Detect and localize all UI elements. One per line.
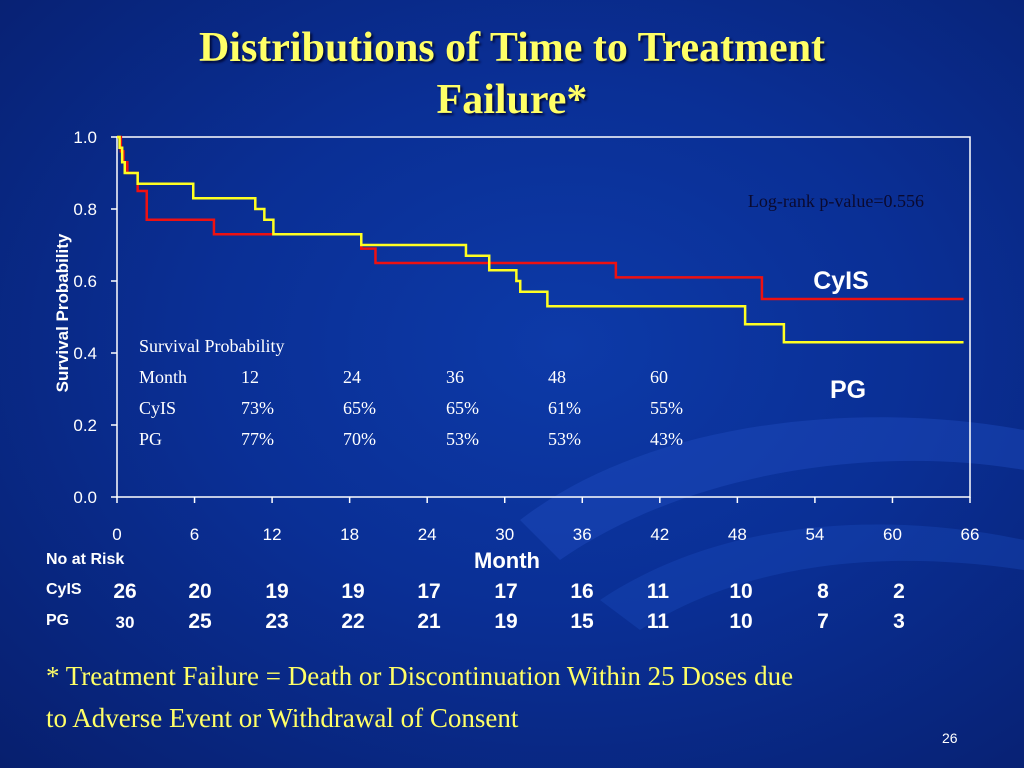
risk-count-cyis: 11 bbox=[646, 580, 670, 603]
risk-row-label-pg: PG bbox=[46, 612, 70, 629]
risk-count-cyis: 10 bbox=[729, 580, 753, 603]
inset-table-cell: 65% bbox=[343, 398, 376, 418]
series-line-pg bbox=[117, 135, 964, 344]
log-rank-annotation: Log-rank p-value=0.556 bbox=[748, 191, 924, 211]
inset-table-cell: Month bbox=[139, 367, 187, 387]
inset-table-cell: 60 bbox=[650, 367, 668, 387]
inset-table-cell: 53% bbox=[446, 429, 479, 449]
inset-table-cell: 48 bbox=[548, 367, 566, 387]
no-at-risk-label: No at Risk bbox=[46, 551, 125, 568]
y-tick-label: 0.6 bbox=[73, 272, 97, 291]
series-label-pg: PG bbox=[830, 376, 866, 404]
risk-count-cyis: 20 bbox=[188, 580, 212, 603]
inset-table-cell: 70% bbox=[343, 429, 376, 449]
risk-count-cyis: 8 bbox=[817, 580, 829, 603]
risk-count-pg: 11 bbox=[646, 610, 670, 633]
inset-table-cell: 24 bbox=[343, 367, 361, 387]
risk-count-cyis: 16 bbox=[570, 580, 594, 603]
x-axis-label: Month bbox=[474, 548, 540, 573]
x-tick-label: 36 bbox=[573, 525, 592, 544]
x-tick-label: 18 bbox=[340, 525, 359, 544]
y-axis-label: Survival Probability bbox=[53, 233, 72, 392]
risk-count-cyis: 26 bbox=[113, 580, 137, 603]
footnote-line-2: to Adverse Event or Withdrawal of Consen… bbox=[46, 703, 519, 733]
inset-table-cell: 36 bbox=[446, 367, 464, 387]
risk-count-pg: 3 bbox=[893, 610, 905, 633]
series-label-cyis: CyIS bbox=[813, 267, 869, 295]
risk-count-pg: 10 bbox=[729, 610, 753, 633]
page-number: 26 bbox=[942, 730, 958, 746]
x-tick-label: 30 bbox=[495, 525, 514, 544]
x-tick-label: 60 bbox=[883, 525, 902, 544]
x-tick-label: 54 bbox=[805, 525, 824, 544]
risk-count-pg: 21 bbox=[417, 610, 441, 633]
y-tick-label: 1.0 bbox=[73, 128, 97, 147]
series-line-cyis bbox=[117, 135, 964, 301]
inset-table-cell: PG bbox=[139, 429, 162, 449]
inset-table-cell: 43% bbox=[650, 429, 683, 449]
x-tick-label: 24 bbox=[418, 525, 437, 544]
y-tick-label: 0.8 bbox=[73, 200, 97, 219]
y-tick-label: 0.0 bbox=[73, 488, 97, 507]
inset-table-cell: 73% bbox=[241, 398, 274, 418]
slide-title: Distributions of Time to Treatment Failu… bbox=[0, 22, 1024, 126]
risk-count-pg: 30 bbox=[115, 613, 135, 632]
risk-count-cyis: 19 bbox=[341, 580, 365, 603]
risk-row-label-cyis: CyIS bbox=[46, 581, 82, 598]
x-tick-label: 6 bbox=[190, 525, 199, 544]
y-tick-label: 0.4 bbox=[73, 344, 97, 363]
risk-count-cyis: 17 bbox=[494, 580, 518, 603]
inset-table-cell: 65% bbox=[446, 398, 479, 418]
risk-count-pg: 15 bbox=[570, 610, 594, 633]
risk-count-cyis: 2 bbox=[893, 580, 905, 603]
x-tick-label: 0 bbox=[112, 525, 121, 544]
risk-count-pg: 23 bbox=[265, 610, 289, 633]
title-line-1: Distributions of Time to Treatment bbox=[198, 25, 826, 71]
footnote-line-1: * Treatment Failure = Death or Discontin… bbox=[46, 661, 794, 691]
inset-table-cell: 61% bbox=[548, 398, 581, 418]
risk-count-cyis: 17 bbox=[417, 580, 441, 603]
footnote: * Treatment Failure = Death or Discontin… bbox=[46, 655, 996, 739]
inset-table-cell: 12 bbox=[241, 367, 259, 387]
inset-table-cell: 53% bbox=[548, 429, 581, 449]
risk-count-pg: 22 bbox=[341, 610, 365, 633]
title-line-2: Failure* bbox=[436, 77, 588, 123]
x-tick-label: 12 bbox=[263, 525, 282, 544]
x-tick-label: 66 bbox=[961, 525, 980, 544]
inset-table-cell: 55% bbox=[650, 398, 683, 418]
y-tick-label: 0.2 bbox=[73, 416, 97, 435]
plot-area bbox=[116, 136, 971, 498]
risk-count-pg: 19 bbox=[494, 610, 518, 633]
inset-table-header: Survival Probability bbox=[139, 336, 285, 356]
inset-table-cell: CyIS bbox=[139, 398, 176, 418]
risk-count-pg: 25 bbox=[188, 610, 212, 633]
risk-count-pg: 7 bbox=[817, 610, 829, 633]
risk-count-cyis: 19 bbox=[265, 580, 289, 603]
x-tick-label: 42 bbox=[650, 525, 669, 544]
x-tick-label: 48 bbox=[728, 525, 747, 544]
inset-table-cell: 77% bbox=[241, 429, 274, 449]
